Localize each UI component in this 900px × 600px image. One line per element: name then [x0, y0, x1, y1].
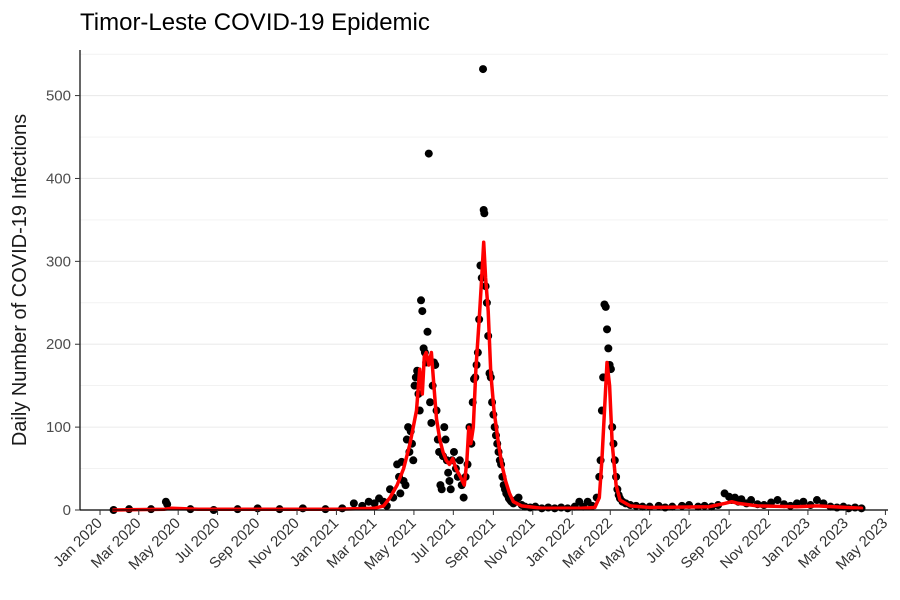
data-point: [445, 476, 454, 485]
data-point: [417, 296, 426, 305]
data-point: [437, 485, 446, 494]
data-point: [514, 493, 523, 502]
data-point: [396, 489, 405, 498]
data-point: [601, 302, 610, 311]
data-point: [455, 456, 464, 465]
data-point: [427, 418, 436, 427]
data-point: [812, 496, 821, 505]
data-point: [409, 456, 418, 465]
data-point: [441, 435, 450, 444]
data-point: [440, 423, 449, 432]
chart-title: Timor-Leste COVID-19 Epidemic: [80, 9, 430, 36]
data-point: [603, 325, 612, 334]
data-point: [401, 481, 410, 490]
smoothed-line-layer: [111, 240, 864, 512]
data-point: [773, 496, 782, 505]
smoothed-line: [111, 240, 864, 512]
data-point: [163, 500, 172, 509]
data-point: [459, 493, 468, 502]
data-point: [604, 344, 613, 353]
data-point: [423, 327, 432, 336]
data-point: [444, 468, 453, 477]
data-point: [349, 499, 358, 508]
y-tick-label: 100: [46, 419, 71, 436]
data-point: [424, 149, 433, 158]
y-tick-label: 400: [46, 170, 71, 187]
data-point: [479, 65, 488, 74]
data-point: [418, 307, 427, 316]
y-tick-label: 300: [46, 253, 71, 270]
axes: [75, 50, 888, 515]
data-point: [480, 209, 489, 218]
data-point: [799, 497, 808, 506]
y-tick-label: 200: [46, 336, 71, 353]
data-point: [449, 447, 458, 456]
y-tick-label: 0: [63, 502, 71, 519]
y-axis-title: Daily Number of COVID-19 Infections: [9, 114, 31, 446]
y-tick-label: 500: [46, 88, 71, 105]
data-point: [446, 485, 455, 494]
data-point: [426, 398, 435, 407]
data-point: [747, 496, 756, 505]
